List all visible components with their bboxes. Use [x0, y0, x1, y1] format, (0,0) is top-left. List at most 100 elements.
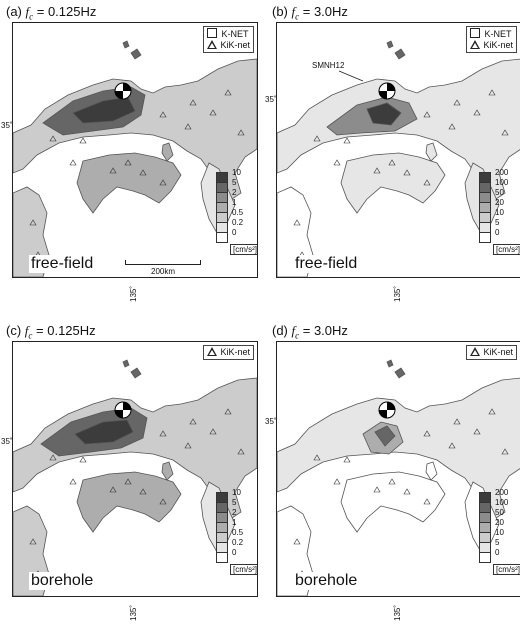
station-marker	[333, 478, 341, 485]
colorbar-swatch	[216, 552, 228, 563]
map-a: K-NET KiK-net 10 5 2 1 0.5 0.2 0 [cm/s²] free-f…	[12, 22, 258, 278]
colorbar-tick-label: 5	[495, 538, 500, 547]
panel-a-title: (a) fc = 0.125Hz	[6, 4, 97, 22]
station-marker	[388, 478, 396, 485]
station-marker	[293, 538, 301, 545]
land-honshu	[13, 58, 257, 202]
colorbar-tick-label: 0	[495, 548, 500, 557]
colorbar-tick-label: 5	[495, 218, 500, 227]
land-oki	[122, 359, 130, 368]
land-awaji	[161, 461, 174, 481]
station-marker	[124, 159, 132, 166]
station-marker	[159, 111, 167, 118]
station-marker	[423, 430, 431, 437]
legend-kiknet-d: KiK-net	[470, 347, 513, 358]
station-marker	[453, 99, 461, 106]
map-c: KiK-net 10 5 2 1 0.5 0.2 0 [cm/s²] borehole	[12, 341, 258, 597]
colorbar-unit: [cm/s²]	[493, 244, 520, 255]
focal-mechanism-icon	[114, 401, 132, 419]
lon-label-c: 135˚	[129, 604, 138, 621]
station-marker	[423, 111, 431, 118]
colorbar-tick-label: 50	[495, 508, 504, 517]
station-legend-d: KiK-net	[466, 345, 517, 360]
site-label-c: borehole	[29, 572, 96, 590]
colorbar-tick-label: 10	[232, 488, 241, 497]
colorbar-tick-label: 100	[495, 178, 509, 187]
square-icon	[207, 28, 218, 38]
focal-mechanism-icon	[114, 82, 132, 100]
station-marker	[184, 123, 192, 130]
station-marker	[343, 456, 351, 463]
station-marker	[501, 129, 509, 136]
land-awaji	[425, 461, 438, 481]
lat-label-d: 35˚	[265, 417, 277, 426]
station-marker	[159, 430, 167, 437]
legend-kiknet-b: KiK-net	[470, 40, 513, 51]
legend-kiknet-c: KiK-net	[207, 347, 250, 358]
station-marker	[124, 478, 132, 485]
colorbar-tick-label: 0.2	[232, 218, 244, 227]
station-marker	[139, 488, 147, 495]
station-marker	[49, 135, 57, 142]
station-marker	[313, 454, 321, 461]
station-marker	[29, 538, 37, 545]
land-shikoku	[76, 471, 182, 533]
station-marker	[109, 486, 117, 493]
station-marker	[448, 123, 456, 130]
triangle-icon	[207, 347, 218, 356]
colorbar-tick-label: 2	[232, 188, 237, 197]
station-marker	[293, 219, 301, 226]
station-marker	[373, 486, 381, 493]
colorbar-tick-label: 0	[232, 548, 237, 557]
colorbar-tick-label: 0	[495, 228, 500, 237]
map-a-svg	[13, 40, 257, 277]
station-legend-a: K-NET KiK-net	[203, 26, 254, 53]
station-marker	[224, 89, 232, 96]
triangle-icon	[470, 347, 481, 356]
station-marker	[453, 418, 461, 425]
panel-c-title: (c) fc = 0.125Hz	[6, 323, 96, 341]
land-oki	[394, 48, 406, 60]
station-marker	[343, 137, 351, 144]
lat-label-c: 35˚	[1, 437, 13, 446]
colorbar-swatch	[479, 232, 491, 243]
colorbar-tick-label: 200	[495, 488, 509, 497]
station-marker	[69, 159, 77, 166]
legend-kiknet-a: KiK-net	[207, 40, 250, 51]
lat-label-a: 35˚	[1, 121, 13, 130]
colorbar-tick-label: 20	[495, 198, 504, 207]
colorbar-tick-label: 0.2	[232, 538, 244, 547]
colorbar-tick-label: 1	[232, 518, 237, 527]
square-icon	[470, 28, 481, 38]
station-marker	[237, 448, 245, 455]
station-marker	[159, 179, 167, 186]
land-honshu	[277, 58, 520, 202]
colorbar-tick-label: 1	[232, 198, 237, 207]
site-label-d: borehole	[293, 572, 360, 590]
station-marker	[79, 137, 87, 144]
station-legend-b: K-NET KiK-net	[466, 26, 517, 53]
station-marker	[189, 99, 197, 106]
station-marker	[473, 109, 481, 116]
station-marker	[488, 89, 496, 96]
colorbar-tick-label: 20	[495, 518, 504, 527]
station-marker	[184, 442, 192, 449]
colorbar-swatch	[216, 232, 228, 243]
land-honshu	[13, 377, 257, 521]
lon-label-b: 135˚	[393, 285, 402, 302]
triangle-icon	[207, 40, 218, 49]
colorbar-tick-label: 200	[495, 168, 509, 177]
station-marker	[333, 159, 341, 166]
land-shikoku	[340, 471, 446, 533]
legend-knet-b: K-NET	[470, 28, 513, 40]
station-marker	[488, 408, 496, 415]
station-marker	[403, 169, 411, 176]
focal-mechanism-icon	[378, 82, 396, 100]
station-marker	[501, 448, 509, 455]
land-kyushu	[277, 186, 314, 277]
colorbar-tick-label: 10	[495, 528, 504, 537]
site-label-a: free-field	[29, 255, 96, 273]
colorbar-tick-label: 100	[495, 498, 509, 507]
colorbar-tick-label: 0.5	[232, 208, 244, 217]
station-legend-c: KiK-net	[203, 345, 254, 360]
